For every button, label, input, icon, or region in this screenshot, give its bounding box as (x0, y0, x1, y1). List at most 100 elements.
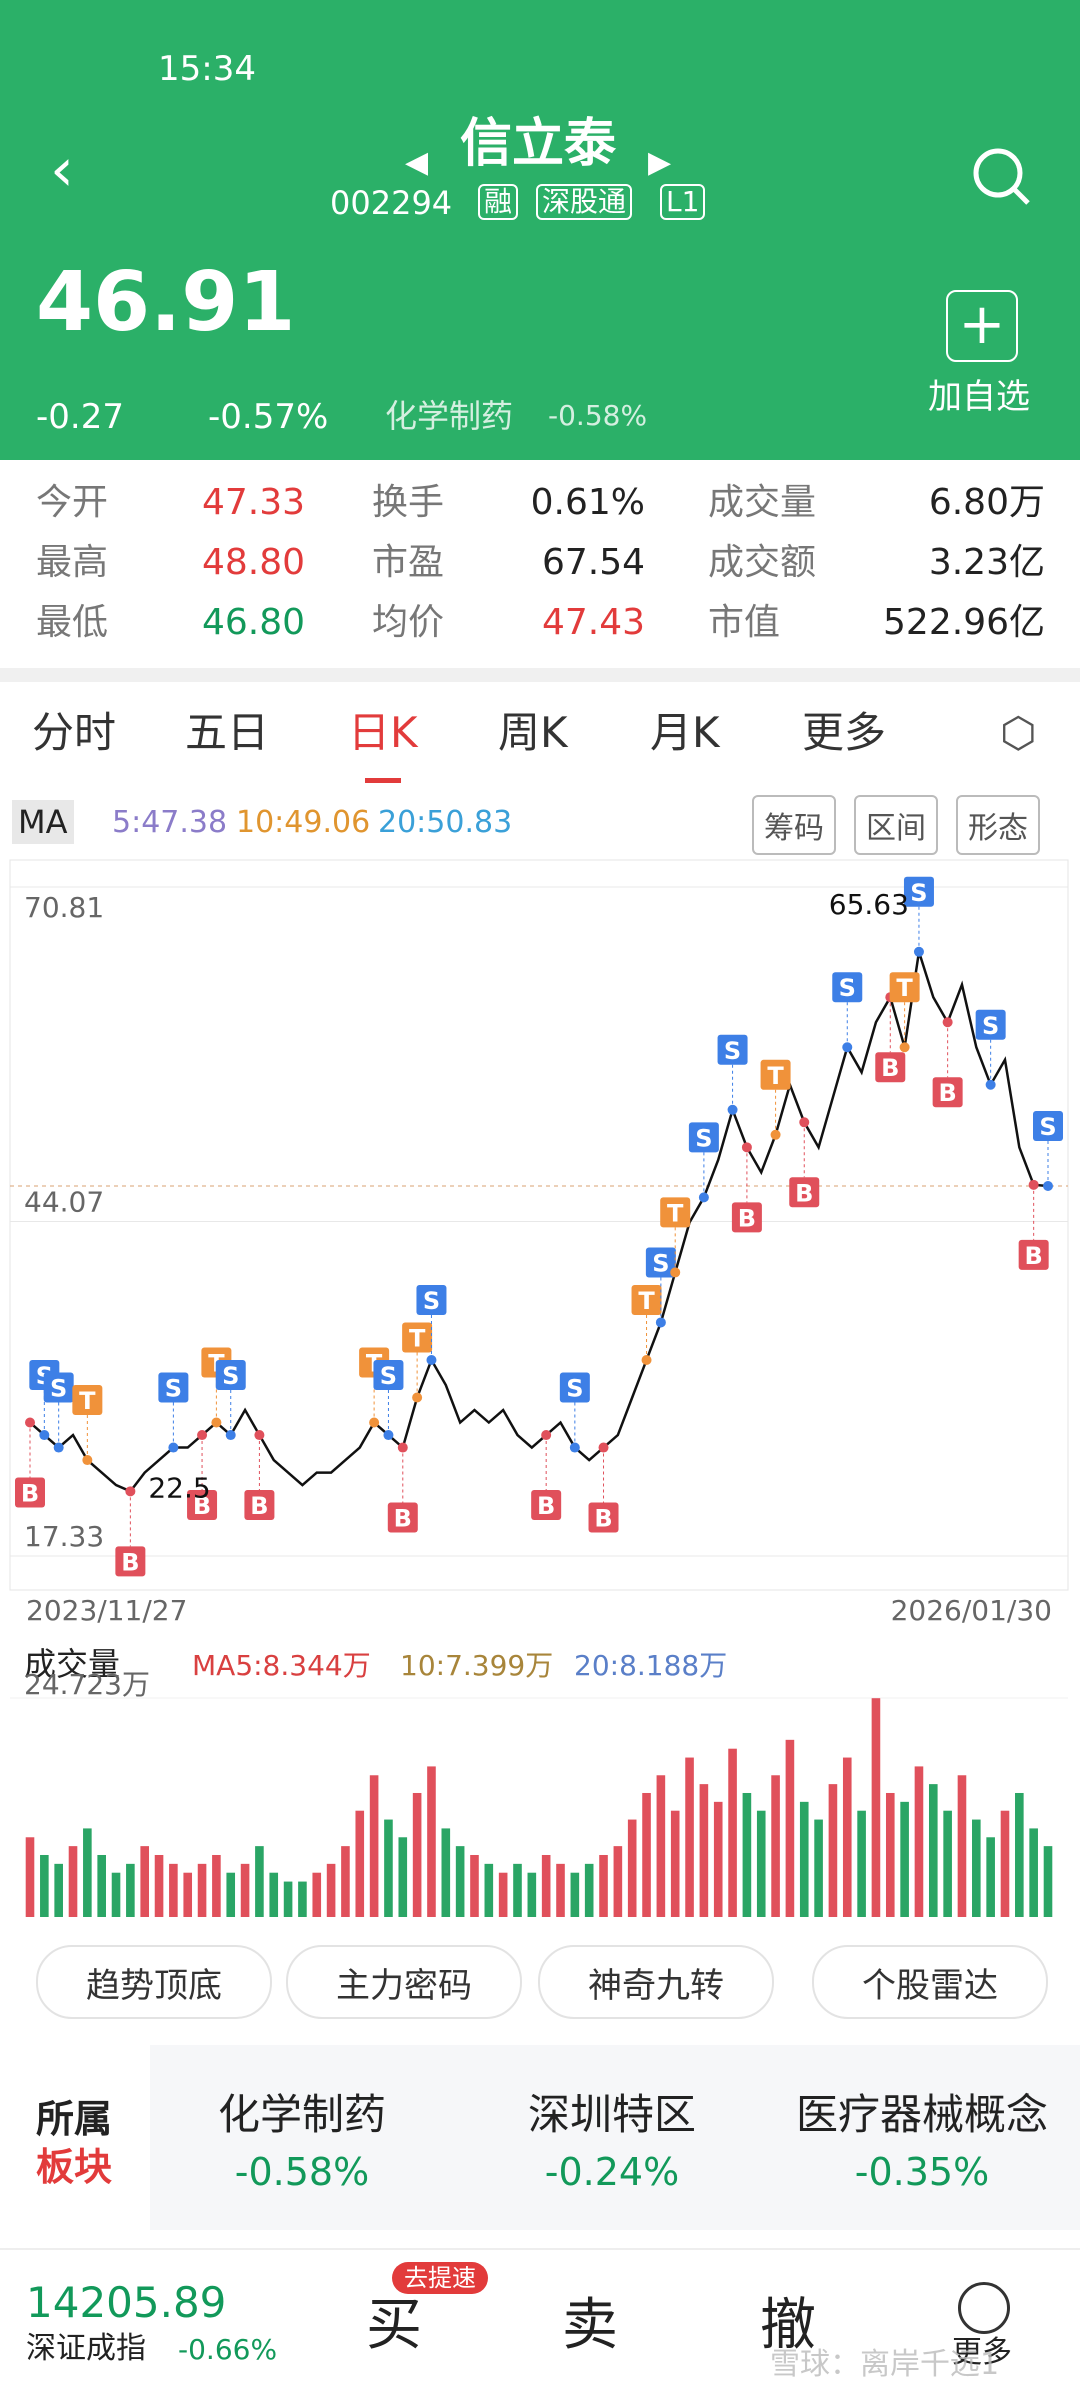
add-button[interactable]: + (946, 290, 1018, 362)
signal-label: B (394, 1505, 412, 1533)
sell-button[interactable]: 卖 (562, 2293, 618, 2358)
volume-bar (871, 1698, 881, 1917)
volume-bar (355, 1810, 365, 1917)
extreme-label: 65.63 (829, 888, 909, 921)
volume-bar (914, 1766, 924, 1917)
stat-value: 46.80 (201, 602, 305, 643)
volume-bar (455, 1846, 465, 1917)
tool-button[interactable]: 趋势顶底 (36, 1945, 272, 2019)
volume-bar (398, 1837, 408, 1917)
volume-bar (1015, 1792, 1024, 1917)
signal-marker (15, 1477, 45, 1508)
volume-bar (785, 1739, 795, 1917)
add-label[interactable]: 加自选 (928, 377, 1030, 417)
signal-label: T (667, 1199, 684, 1227)
volume-bar (957, 1775, 967, 1917)
volume-legend: 20:8.188万 (574, 1649, 727, 1682)
signal-label: S (566, 1375, 583, 1403)
volume-bar (599, 1854, 608, 1917)
tool-button[interactable]: 神奇九转 (538, 1945, 774, 2019)
signal-marker (717, 1034, 748, 1065)
buy-button[interactable]: 买 (366, 2293, 422, 2358)
signal-label: T (767, 1062, 784, 1090)
volume-bar (742, 1792, 752, 1917)
signal-label: B (881, 1054, 899, 1082)
sector-title: 板块 (36, 2145, 113, 2189)
stat-label: 最高 (36, 542, 109, 583)
volume-bar (126, 1863, 135, 1917)
volume-bar (140, 1846, 150, 1917)
y-tick-label: 24.723万 (24, 1668, 150, 1701)
settings: ⬡ (1000, 708, 1037, 757)
signal-dot (168, 1442, 179, 1453)
sector[interactable]: 化学制药 (385, 397, 514, 435)
stat-value: 47.33 (201, 482, 305, 523)
signal-marker (645, 1247, 676, 1278)
signal-label: T (638, 1287, 655, 1315)
cancel-button[interactable]: 撤 (760, 2293, 816, 2358)
signal-marker (402, 1322, 433, 1353)
volume-bar (484, 1863, 494, 1917)
signal-label: B (537, 1492, 555, 1520)
volume-bar (240, 1863, 250, 1917)
volume-bar (642, 1792, 651, 1917)
plot-frame (9, 859, 1069, 1591)
volume-bar (470, 1854, 479, 1917)
range-button[interactable]: 区间 (854, 795, 938, 855)
volume-bar (1029, 1828, 1038, 1917)
next[interactable]: ▶ (648, 145, 672, 180)
tab[interactable]: 分时 (32, 708, 117, 757)
signal-marker (631, 1284, 662, 1315)
stat-value: 47.43 (541, 602, 645, 643)
signal-marker (201, 1347, 232, 1378)
volume-bar (513, 1863, 522, 1917)
tool-button[interactable]: 主力密码 (286, 1945, 522, 2019)
y-tick-label: 70.81 (24, 891, 104, 924)
signal-dot (53, 1442, 64, 1453)
volume-bar (312, 1872, 322, 1917)
tab[interactable]: 五日 (185, 708, 270, 757)
volume-bar (412, 1792, 422, 1917)
shape-button[interactable]: 形态 (956, 795, 1040, 855)
signal-marker (559, 1372, 590, 1403)
signal-label: T (208, 1350, 225, 1378)
tab[interactable]: 月K (650, 708, 720, 757)
signal-dot (25, 1417, 35, 1428)
prev[interactable]: ◀ (405, 145, 429, 180)
volume-bar (656, 1775, 666, 1917)
stat-label: 成交量 (708, 482, 817, 523)
chip-button[interactable]: 筹码 (752, 795, 836, 855)
sector-name: 医疗器械概念 (795, 2090, 1048, 2139)
search-icon[interactable] (970, 145, 1034, 209)
ma-selector[interactable]: MA (12, 800, 74, 844)
volume-title: 成交量 (24, 1645, 120, 1683)
signal-marker (875, 1052, 906, 1083)
signal-dot (225, 1430, 236, 1441)
signal-label: S (652, 1249, 669, 1277)
signal-marker (187, 1490, 218, 1521)
signal-marker (416, 1284, 447, 1315)
stat-value: 522.96亿 (883, 602, 1045, 643)
volume-bar (771, 1775, 780, 1917)
volume-bar (713, 1801, 723, 1917)
tab[interactable]: 更多 (802, 708, 887, 757)
volume-bar (670, 1810, 680, 1917)
signal-marker (760, 1059, 791, 1090)
signal-label: S (839, 974, 856, 1002)
signal-dot (641, 1354, 652, 1365)
signal-marker (115, 1546, 146, 1577)
volume-bar (97, 1854, 106, 1917)
more-icon[interactable] (958, 2282, 1010, 2334)
tab[interactable]: 日K (348, 708, 418, 757)
bottom-bar (0, 2248, 1080, 2402)
price-line (29, 951, 1049, 1493)
tab[interactable]: 周K (498, 708, 568, 757)
volume-bar (1000, 1810, 1010, 1917)
tool-button[interactable]: 个股雷达 (812, 1945, 1048, 2019)
index-value: 14205.89 (26, 2278, 227, 2327)
signal-dot (1028, 1179, 1039, 1190)
back[interactable]: ‹ (50, 135, 74, 205)
header (0, 0, 1080, 460)
stock-name: 信立泰 (460, 114, 617, 174)
more-label[interactable]: 更多 (952, 2335, 1012, 2370)
